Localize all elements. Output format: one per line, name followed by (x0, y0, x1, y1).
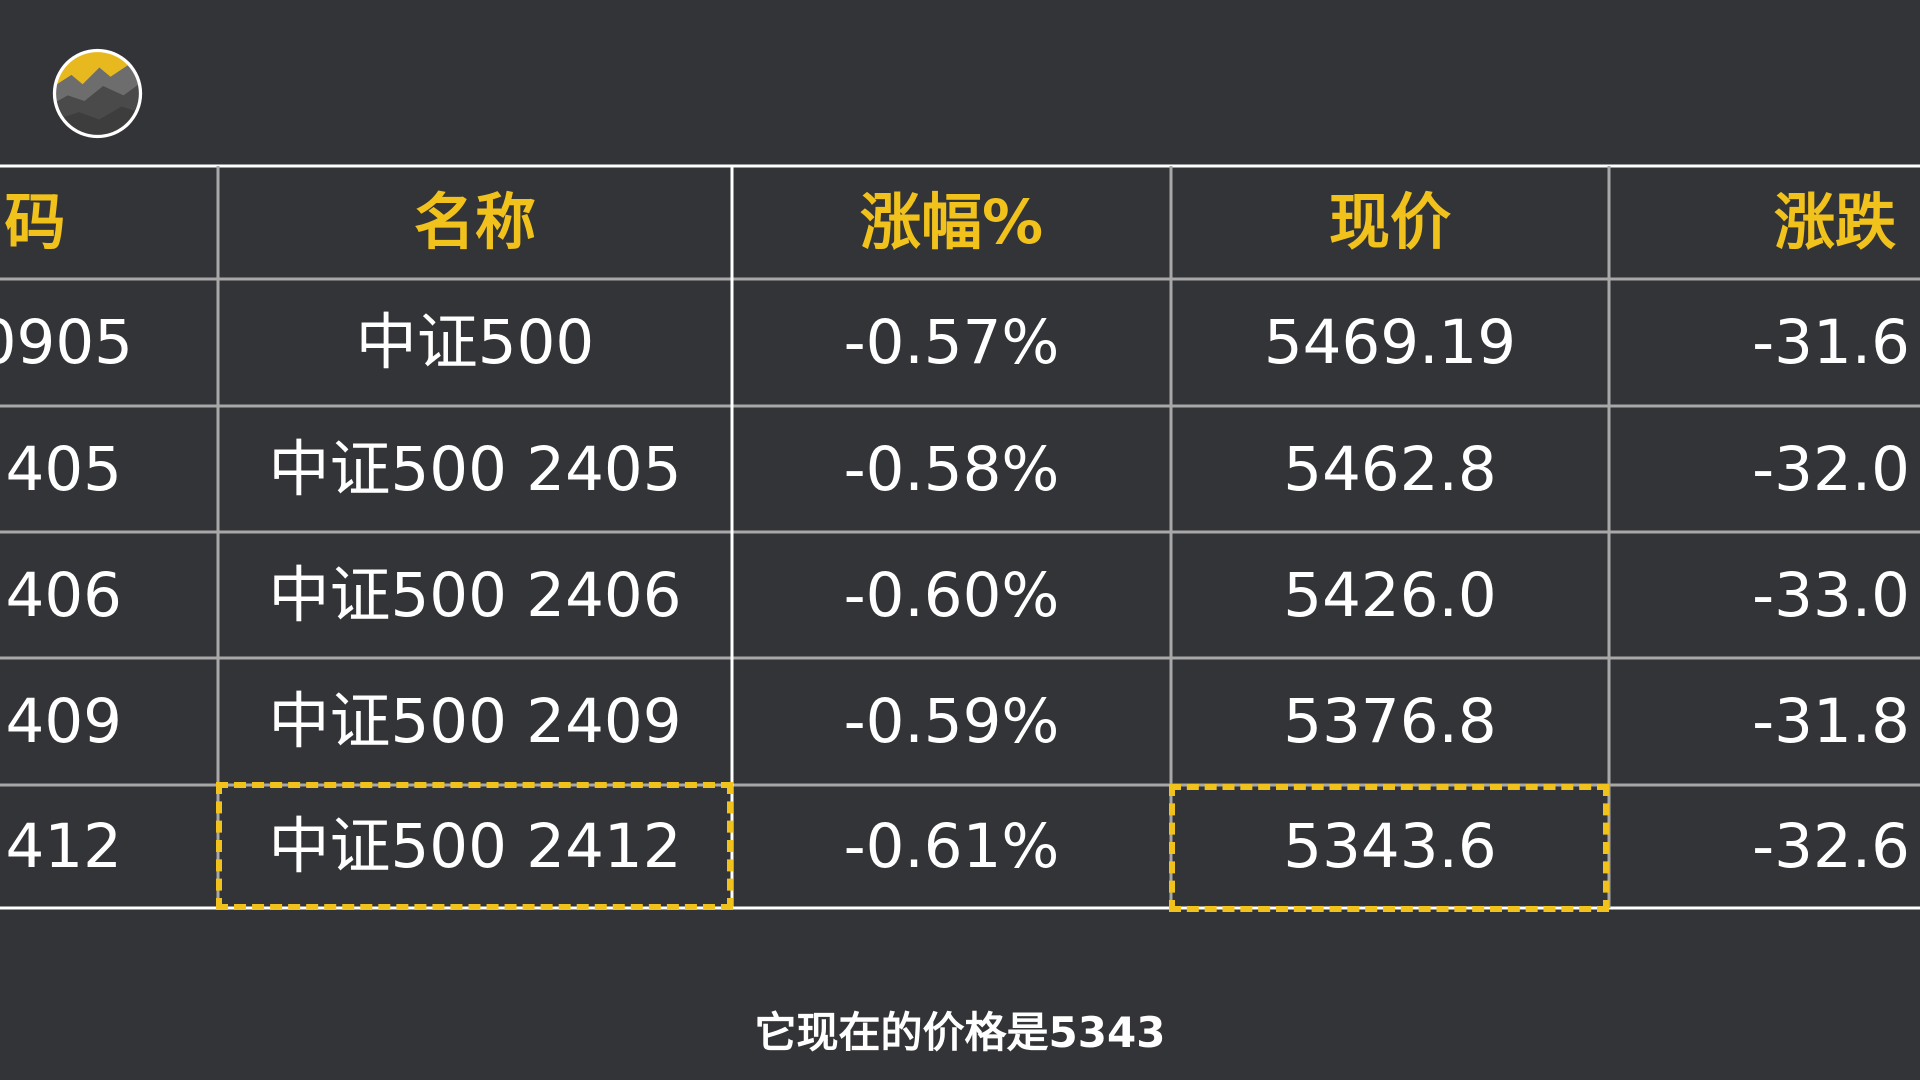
cell-change-pct: -0.57% (843, 307, 1060, 378)
cell-change-pct: -0.60% (843, 559, 1060, 631)
channel-logo-icon (51, 47, 144, 140)
cell-change: -31.8 (1752, 686, 1910, 757)
cell-name: 中证500 (355, 307, 595, 378)
cell-price: 5469.19 (1263, 307, 1517, 378)
cell-change: -32.6 (1752, 811, 1910, 882)
cell-change-pct: -0.61% (843, 811, 1060, 882)
cell-code: 2405 (0, 433, 122, 505)
cell-price: 5343.6 (1283, 811, 1497, 882)
header-change: 涨跌 (1773, 187, 1896, 258)
cell-name: 中证500 2409 (268, 686, 682, 757)
cell-code: 2409 (0, 686, 122, 757)
cell-change-pct: -0.58% (843, 433, 1060, 505)
cell-change-pct: -0.59% (843, 686, 1060, 757)
cell-name: 中证500 2405 (268, 433, 682, 505)
cell-change: -33.0 (1752, 559, 1910, 631)
cell-code: 0905 (0, 307, 133, 378)
cell-change: -31.6 (1752, 307, 1910, 378)
cell-price: 5462.8 (1283, 433, 1497, 505)
cell-price: 5426.0 (1283, 559, 1497, 631)
cell-name: 中证500 2412 (268, 811, 682, 882)
cell-code: 2406 (0, 559, 122, 631)
header-price: 现价 (1328, 187, 1451, 258)
header-change-pct: 涨幅% (859, 187, 1044, 258)
subtitle-caption: 它现在的价格是5343 (754, 1008, 1166, 1057)
cell-price: 5376.8 (1283, 686, 1497, 757)
header-code: 码 (4, 187, 66, 258)
header-name: 名称 (413, 187, 536, 258)
cell-name: 中证500 2406 (268, 559, 682, 631)
cell-code: 2412 (0, 811, 122, 882)
cell-change: -32.0 (1752, 433, 1910, 505)
